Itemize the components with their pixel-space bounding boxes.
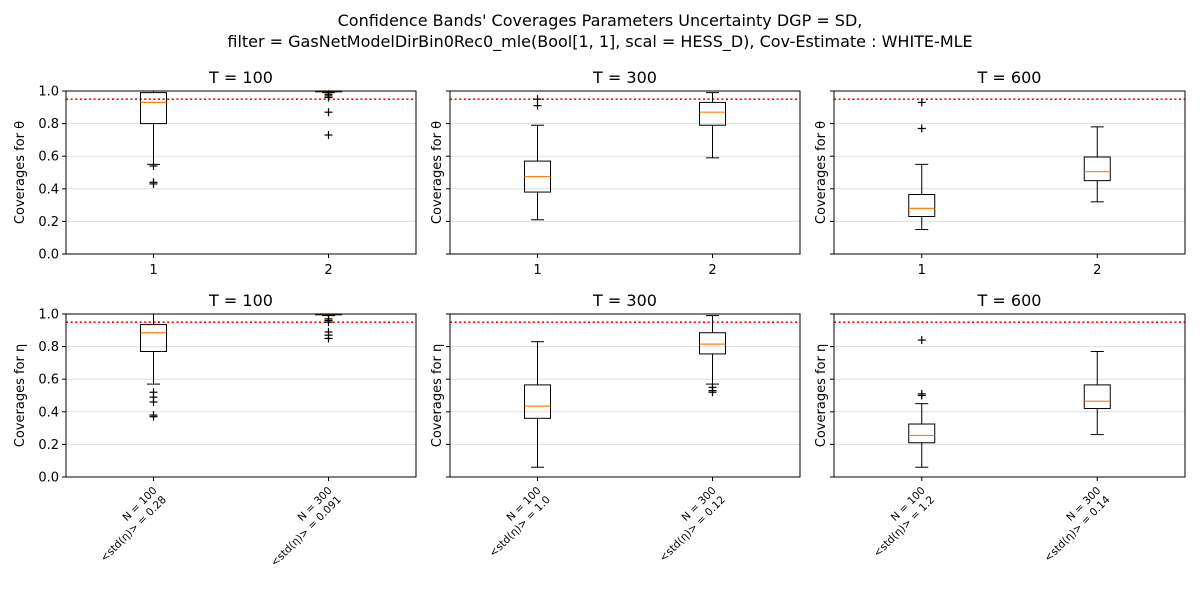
- x-tick-label: 2: [324, 263, 332, 278]
- outlier-marker: [324, 131, 333, 140]
- x-tick-label: 1: [533, 263, 541, 278]
- y-axis-label: Coverages for θ: [430, 121, 445, 224]
- y-axis-label: Coverages for η: [814, 344, 829, 447]
- box-iqr: [699, 101, 726, 126]
- axes-frame: [65, 90, 417, 255]
- box-iqr: [140, 324, 167, 352]
- x-tick-label: N = 100<std(η)> = 1.2: [862, 485, 937, 560]
- y-tick-label: 0.0: [38, 471, 59, 486]
- y-axis-label: Coverages for θ: [814, 121, 829, 224]
- outlier-marker: [917, 124, 926, 133]
- outlier-marker: [324, 108, 333, 117]
- box-1: [908, 336, 936, 468]
- outlier-marker: [149, 179, 158, 188]
- box-iqr: [524, 384, 551, 419]
- x-tick-label: 2: [1093, 263, 1101, 278]
- y-tick-label: 1.0: [38, 85, 59, 100]
- axes-frame: [449, 313, 801, 478]
- y-tick-label: 0.4: [38, 182, 59, 197]
- outlier-marker: [324, 334, 333, 343]
- figure-title-line1: Confidence Bands' Coverages Parameters U…: [338, 11, 863, 30]
- x-tick-label: N = 300<std(η)> = 0.091: [260, 485, 344, 569]
- x-tick-label: 1: [149, 263, 157, 278]
- outlier-marker: [708, 388, 717, 397]
- axes-frame: [65, 313, 417, 478]
- y-tick-label: 1.0: [38, 308, 59, 323]
- box-1: [524, 341, 551, 468]
- y-tick-label: 0.8: [38, 117, 59, 132]
- x-tick-label: 1: [918, 263, 926, 278]
- axes-frame: [833, 313, 1186, 478]
- box-2: [1083, 350, 1111, 436]
- box-1: [140, 90, 167, 188]
- x-tick-label: N = 300<std(η)> = 0.12: [648, 485, 728, 565]
- panel-title: T = 300: [592, 291, 657, 310]
- panel-5: N = 100<std(η)> = 1.0 N = 300<std(η)> = 0…: [430, 291, 801, 565]
- panel-1: 0.0 0.2 0.4 0.6 0.8 1.0 1 2 T = 100 Coverages for…: [13, 68, 417, 278]
- x-tick-label: N = 100<std(η)> = 0.28: [89, 485, 169, 565]
- outlier-marker: [149, 398, 158, 407]
- axes-frame: [449, 90, 801, 255]
- outlier-marker: [533, 101, 542, 110]
- panel-4: 0.0 0.2 0.4 0.6 0.8 1.0 N = 100<std(η)> = 0.28…: [13, 291, 417, 569]
- y-tick-label: 0.2: [38, 215, 59, 230]
- outlier-marker: [917, 391, 926, 400]
- y-tick-label: 0.4: [38, 405, 59, 420]
- panel-6: N = 100<std(η)> = 1.2 N = 300<std(η)> = 0…: [814, 291, 1186, 564]
- panel-3: 1 2 T = 600 Coverages for θ: [814, 68, 1186, 278]
- outlier-marker: [917, 336, 926, 345]
- panel-title: T = 300: [592, 68, 657, 87]
- y-axis-label: Coverages for η: [430, 344, 445, 447]
- box-iqr: [1083, 156, 1111, 182]
- box-2: [1083, 126, 1111, 203]
- box-2: [699, 92, 726, 159]
- y-tick-label: 0.6: [38, 150, 59, 165]
- outlier-marker: [324, 318, 333, 327]
- box-1: [524, 95, 551, 221]
- panel-title: T = 600: [977, 291, 1042, 310]
- panel-title: T = 100: [208, 291, 273, 310]
- outlier-marker: [149, 161, 158, 170]
- y-axis-label: Coverages for η: [13, 344, 28, 447]
- box-iqr: [908, 423, 936, 444]
- panel-2: 1 2 T = 300 Coverages for θ: [430, 68, 801, 278]
- y-tick-label: 0.8: [38, 340, 59, 355]
- box-1: [140, 313, 167, 421]
- outlier-marker: [917, 98, 926, 107]
- x-tick-label: N = 100<std(η)> = 1.0: [478, 485, 553, 560]
- x-tick-label: 2: [708, 263, 716, 278]
- box-iqr: [1083, 384, 1111, 410]
- box-iqr: [699, 332, 726, 355]
- outlier-marker: [149, 412, 158, 421]
- outlier-marker: [324, 93, 333, 102]
- panel-title: T = 100: [208, 68, 273, 87]
- box-iqr: [140, 92, 167, 125]
- y-axis-label: Coverages for θ: [13, 121, 28, 224]
- panel-title: T = 600: [977, 68, 1042, 87]
- axes-frame: [833, 90, 1186, 255]
- y-tick-label: 0.0: [38, 248, 59, 263]
- x-tick-label: N = 300<std(η)> = 0.14: [1033, 484, 1113, 564]
- box-1: [908, 98, 936, 231]
- box-iqr: [908, 194, 936, 218]
- box-2: [315, 90, 342, 140]
- figure-title-line2: filter = GasNetModelDirBin0Rec0_mle(Bool…: [227, 32, 972, 52]
- y-tick-label: 0.2: [38, 438, 59, 453]
- box-2: [315, 313, 342, 343]
- y-tick-label: 0.6: [38, 373, 59, 388]
- box-2: [699, 315, 726, 397]
